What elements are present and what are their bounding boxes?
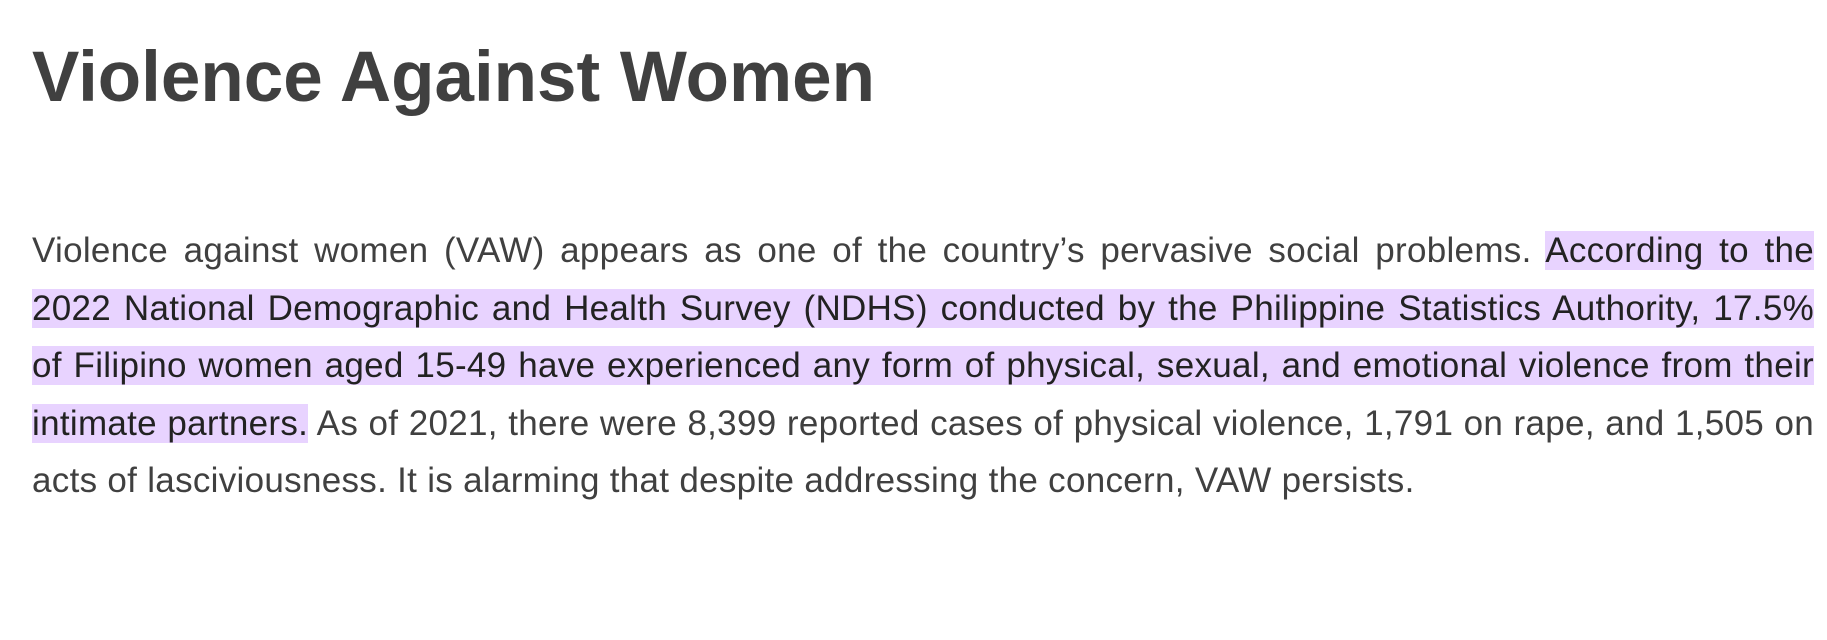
page-title: Violence Against Women: [32, 38, 875, 117]
document-page: Violence Against Women Violence against …: [32, 0, 1814, 500]
paragraph-sentence-intro: Violence against women (VAW) appears as …: [32, 231, 1546, 270]
paragraph-sentence-statistics: As of 2021, there were 8,399 reported ca…: [32, 403, 1814, 501]
body-paragraph: Violence against women (VAW) appears as …: [32, 222, 1814, 510]
